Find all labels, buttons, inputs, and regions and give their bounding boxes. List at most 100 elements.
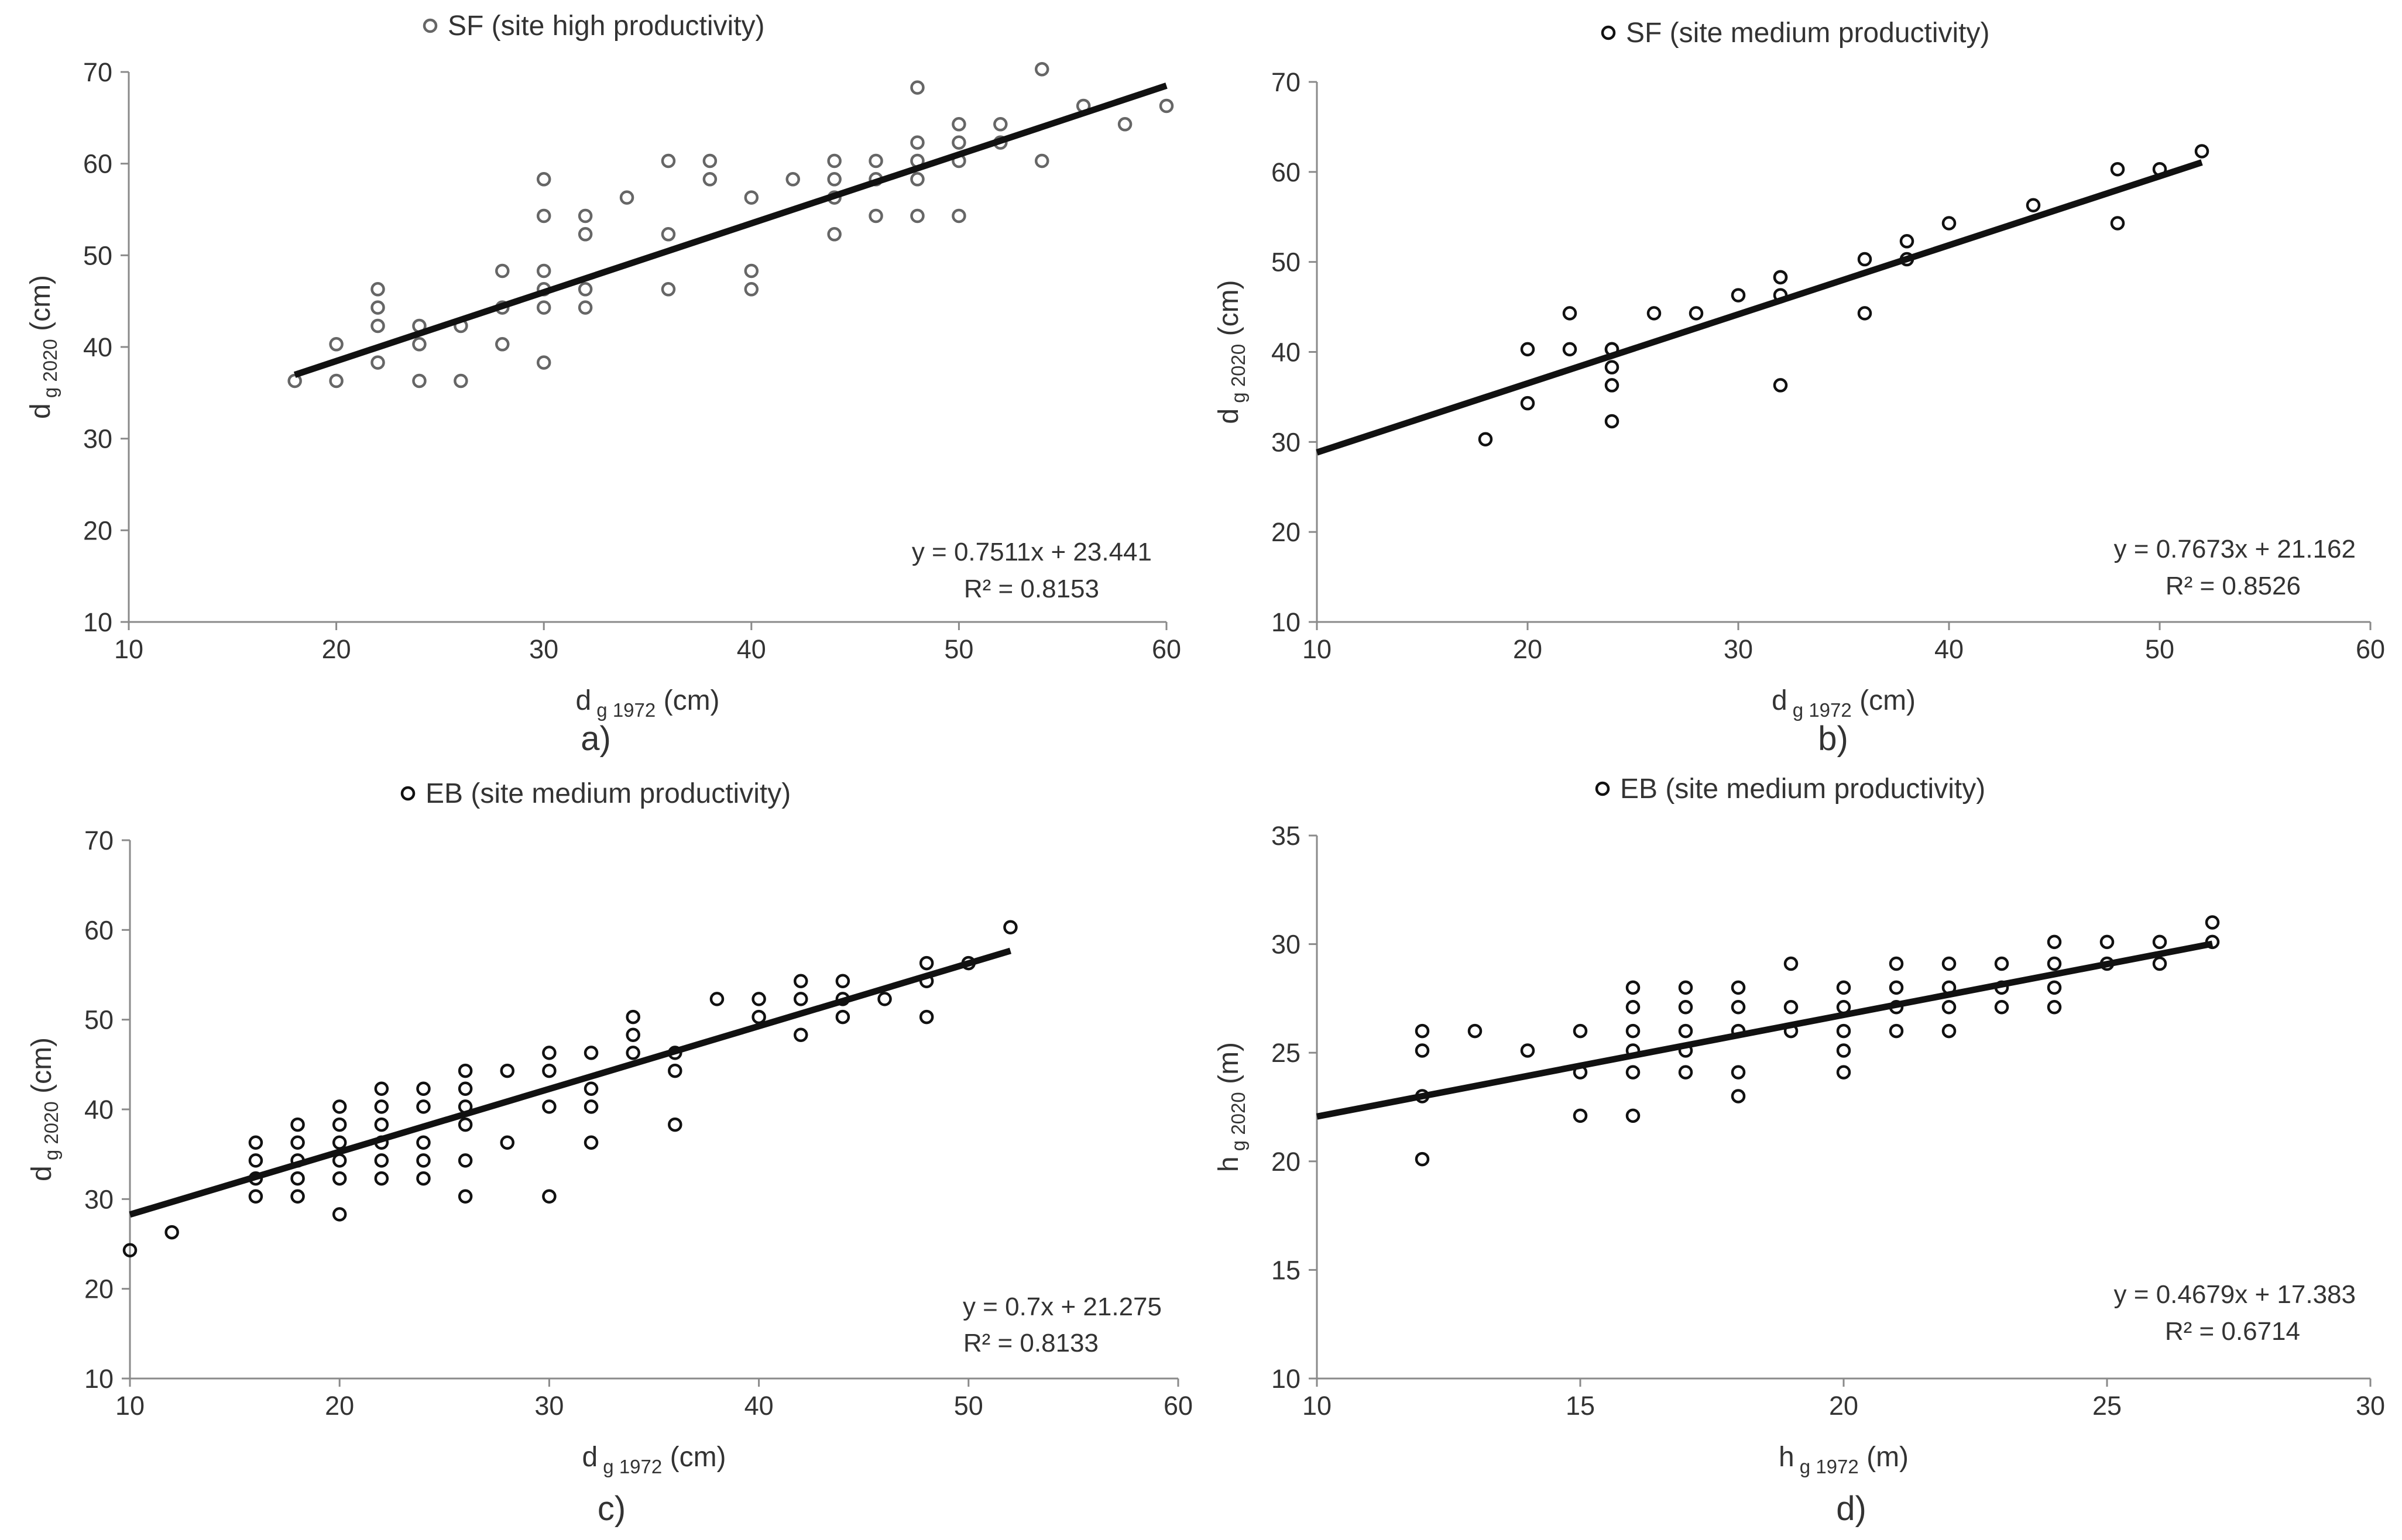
data-point <box>329 373 344 389</box>
data-point <box>1034 62 1049 77</box>
data-point <box>952 117 966 132</box>
legend-label: SF (site medium productivity) <box>1626 18 1990 49</box>
data-point <box>2047 999 2062 1015</box>
x-axis-title: d g 1972 (cm) <box>575 685 719 721</box>
x-tick-label: 10 <box>1302 1391 1332 1421</box>
data-point <box>536 355 551 370</box>
data-point <box>458 1117 473 1132</box>
y-tick-label: 20 <box>83 515 112 545</box>
data-point <box>458 1153 473 1168</box>
legend-marker-icon <box>1595 781 1610 796</box>
data-point <box>1994 956 2009 971</box>
y-tick-label: 20 <box>1271 1147 1300 1177</box>
data-point <box>1159 98 1174 114</box>
data-point <box>626 1027 640 1042</box>
trend-line <box>1316 159 2203 456</box>
y-tick-label: 60 <box>83 149 112 179</box>
trend-equation: y = 0.7x + 21.275 <box>963 1292 1162 1321</box>
data-point <box>416 1099 431 1114</box>
data-point <box>1415 1043 1430 1058</box>
x-tick-label: 40 <box>737 634 766 664</box>
x-tick-label: 30 <box>529 634 558 664</box>
data-point <box>370 300 385 315</box>
data-point <box>332 1117 347 1132</box>
x-tick-label: 60 <box>1164 1391 1193 1421</box>
legend-label: EB (site medium productivity) <box>1620 774 1985 805</box>
x-tick-label: 25 <box>2092 1391 2122 1421</box>
data-point <box>869 153 883 169</box>
y-tick-label: 20 <box>84 1274 114 1304</box>
data-point <box>542 1046 557 1060</box>
data-point <box>290 1171 305 1186</box>
data-point <box>793 974 808 988</box>
data-point <box>332 1135 347 1150</box>
data-point <box>578 300 593 315</box>
data-point <box>827 172 842 187</box>
data-point <box>374 1171 389 1186</box>
y-tick-label: 70 <box>83 57 112 87</box>
data-point <box>370 282 385 297</box>
data-point <box>332 1099 347 1114</box>
data-point <box>1731 1089 1746 1104</box>
data-point <box>702 153 718 169</box>
data-point <box>1941 999 1957 1015</box>
data-point <box>584 1135 599 1150</box>
x-axis-title: h g 1972 (m) <box>1779 1442 1909 1477</box>
y-tick-label: 50 <box>84 1005 114 1035</box>
data-point <box>910 172 925 187</box>
data-point <box>1003 920 1018 934</box>
y-tick-label: 40 <box>1271 338 1300 367</box>
x-tick-label: 30 <box>534 1391 564 1421</box>
data-point <box>416 1171 431 1186</box>
data-point <box>536 208 551 224</box>
y-tick-label: 10 <box>84 1364 114 1394</box>
data-point <box>458 1189 473 1204</box>
data-point <box>1731 288 1746 302</box>
y-tick-label: 20 <box>1271 517 1300 547</box>
y-tick-label: 60 <box>1271 157 1300 187</box>
data-point <box>744 282 759 297</box>
data-point <box>1836 980 1851 995</box>
data-point <box>1731 999 1746 1015</box>
data-point <box>2047 956 2062 971</box>
data-point <box>1689 306 1704 321</box>
x-tick-label: 20 <box>1513 634 1542 664</box>
data-point <box>626 1046 640 1060</box>
x-tick-label: 30 <box>1724 634 1753 664</box>
x-tick-label: 15 <box>1566 1391 1595 1421</box>
data-point <box>454 373 468 389</box>
data-point <box>793 992 808 1006</box>
y-tick-label: 50 <box>83 240 112 270</box>
data-point <box>536 263 551 279</box>
data-point <box>835 974 850 988</box>
data-point <box>412 337 427 352</box>
legend-marker-icon <box>423 18 438 33</box>
data-point <box>910 208 925 224</box>
data-point <box>1573 1108 1588 1123</box>
data-point <box>290 1117 305 1132</box>
data-point <box>374 1153 389 1168</box>
y-tick-label: 30 <box>83 424 112 454</box>
scatter-panel-3: 10 20 30 40 50 60 10 20 30 40 50 60 70 EB (site mediu… <box>26 778 1193 1528</box>
data-point <box>1625 1065 1641 1080</box>
data-point <box>1034 153 1049 169</box>
data-point <box>709 992 725 1006</box>
data-point <box>2110 216 2125 231</box>
data-point <box>1889 1023 1904 1039</box>
x-axis-title: d g 1972 (cm) <box>1772 685 1916 721</box>
data-point <box>164 1225 179 1240</box>
data-point <box>2205 915 2220 930</box>
data-point <box>374 1081 389 1096</box>
data-point <box>1625 1108 1641 1123</box>
y-axis-title: d g 2020 (cm) <box>26 1037 62 1181</box>
data-point <box>248 1135 263 1150</box>
x-tick-label: 30 <box>2356 1391 2385 1421</box>
data-point <box>2110 161 2125 177</box>
data-point <box>1994 999 2009 1015</box>
data-point <box>1467 1023 1483 1039</box>
trend-equation: y = 0.7673x + 21.162 <box>2114 535 2356 563</box>
data-point <box>332 1153 347 1168</box>
y-tick-label: 40 <box>84 1095 114 1125</box>
data-point <box>332 1207 347 1222</box>
x-tick-label: 50 <box>2145 634 2174 664</box>
